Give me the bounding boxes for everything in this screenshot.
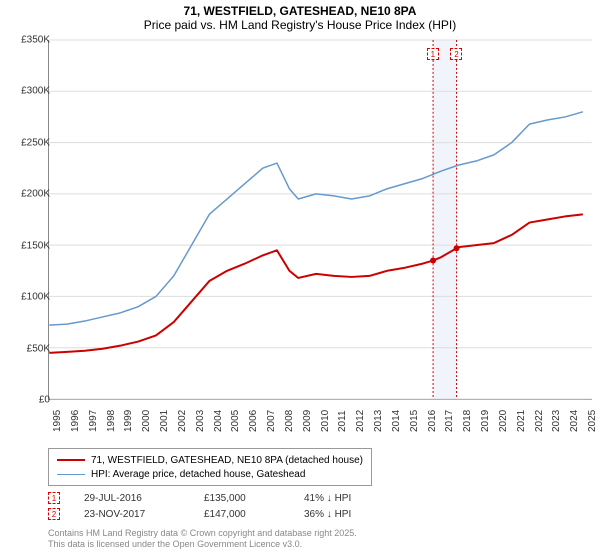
x-axis-label: 1999 xyxy=(123,410,134,432)
x-axis-label: 2001 xyxy=(159,410,170,432)
sale-marker-2: 2 xyxy=(48,508,60,520)
title-block: 71, WESTFIELD, GATESHEAD, NE10 8PA Price… xyxy=(0,0,600,34)
title-subtitle: Price paid vs. HM Land Registry's House … xyxy=(0,18,600,32)
x-axis-label: 2021 xyxy=(516,410,527,432)
x-axis-label: 1996 xyxy=(70,410,81,432)
chart-marker-1: 1 xyxy=(427,48,439,60)
x-axis-label: 2005 xyxy=(230,410,241,432)
x-axis-label: 2019 xyxy=(480,410,491,432)
sales-row: 1 29-JUL-2016 £135,000 41% ↓ HPI xyxy=(48,490,424,506)
x-axis-label: 2016 xyxy=(427,410,438,432)
sales-row: 2 23-NOV-2017 £147,000 36% ↓ HPI xyxy=(48,506,424,522)
x-axis-label: 1998 xyxy=(106,410,117,432)
chart-marker-2: 2 xyxy=(450,48,462,60)
legend-swatch-hpi xyxy=(57,474,85,475)
x-axis-label: 2012 xyxy=(355,410,366,432)
legend-row-hpi: HPI: Average price, detached house, Gate… xyxy=(57,467,363,481)
x-axis-label: 2017 xyxy=(444,410,455,432)
legend-label-hpi: HPI: Average price, detached house, Gate… xyxy=(91,469,305,480)
x-axis-label: 2018 xyxy=(462,410,473,432)
legend-box: 71, WESTFIELD, GATESHEAD, NE10 8PA (deta… xyxy=(48,448,372,486)
legend-swatch-property xyxy=(57,459,85,461)
sale-price-1: £135,000 xyxy=(204,493,304,504)
y-axis-label: £100K xyxy=(21,292,50,303)
x-axis-label: 1997 xyxy=(88,410,99,432)
y-axis-label: £200K xyxy=(21,189,50,200)
title-address: 71, WESTFIELD, GATESHEAD, NE10 8PA xyxy=(0,4,600,18)
x-axis-label: 2015 xyxy=(409,410,420,432)
chart-svg xyxy=(49,40,592,399)
attribution: Contains HM Land Registry data © Crown c… xyxy=(48,528,357,550)
y-axis-label: £250K xyxy=(21,137,50,148)
y-axis-label: £50K xyxy=(27,343,50,354)
x-axis-label: 2010 xyxy=(320,410,331,432)
chart-container: 71, WESTFIELD, GATESHEAD, NE10 8PA Price… xyxy=(0,0,600,560)
attribution-line1: Contains HM Land Registry data © Crown c… xyxy=(48,528,357,539)
y-axis-label: £0 xyxy=(39,395,50,406)
x-axis-label: 2023 xyxy=(551,410,562,432)
y-axis-label: £350K xyxy=(21,35,50,46)
x-axis-label: 2008 xyxy=(284,410,295,432)
x-axis-label: 2009 xyxy=(302,410,313,432)
y-axis-label: £150K xyxy=(21,240,50,251)
x-axis-label: 2014 xyxy=(391,410,402,432)
x-axis-label: 1995 xyxy=(52,410,63,432)
x-axis-label: 2003 xyxy=(195,410,206,432)
sale-price-2: £147,000 xyxy=(204,509,304,520)
sale-date-2: 23-NOV-2017 xyxy=(84,509,204,520)
legend-row-property: 71, WESTFIELD, GATESHEAD, NE10 8PA (deta… xyxy=(57,453,363,467)
x-axis-label: 2006 xyxy=(248,410,259,432)
sale-date-1: 29-JUL-2016 xyxy=(84,493,204,504)
sale-hpi-2: 36% ↓ HPI xyxy=(304,509,424,520)
sale-marker-1: 1 xyxy=(48,492,60,504)
chart-plot-area xyxy=(48,40,592,400)
x-axis-label: 2011 xyxy=(337,410,348,432)
x-axis-label: 2000 xyxy=(141,410,152,432)
attribution-line2: This data is licensed under the Open Gov… xyxy=(48,539,357,550)
sales-table: 1 29-JUL-2016 £135,000 41% ↓ HPI 2 23-NO… xyxy=(48,490,424,522)
x-axis-label: 2002 xyxy=(177,410,188,432)
legend-label-property: 71, WESTFIELD, GATESHEAD, NE10 8PA (deta… xyxy=(91,455,363,466)
x-axis-label: 2004 xyxy=(213,410,224,432)
sale-hpi-1: 41% ↓ HPI xyxy=(304,493,424,504)
x-axis-label: 2025 xyxy=(587,410,598,432)
x-axis-label: 2022 xyxy=(534,410,545,432)
x-axis-label: 2013 xyxy=(373,410,384,432)
y-axis-label: £300K xyxy=(21,86,50,97)
x-axis-label: 2024 xyxy=(569,410,580,432)
x-axis-label: 2007 xyxy=(266,410,277,432)
x-axis-label: 2020 xyxy=(498,410,509,432)
